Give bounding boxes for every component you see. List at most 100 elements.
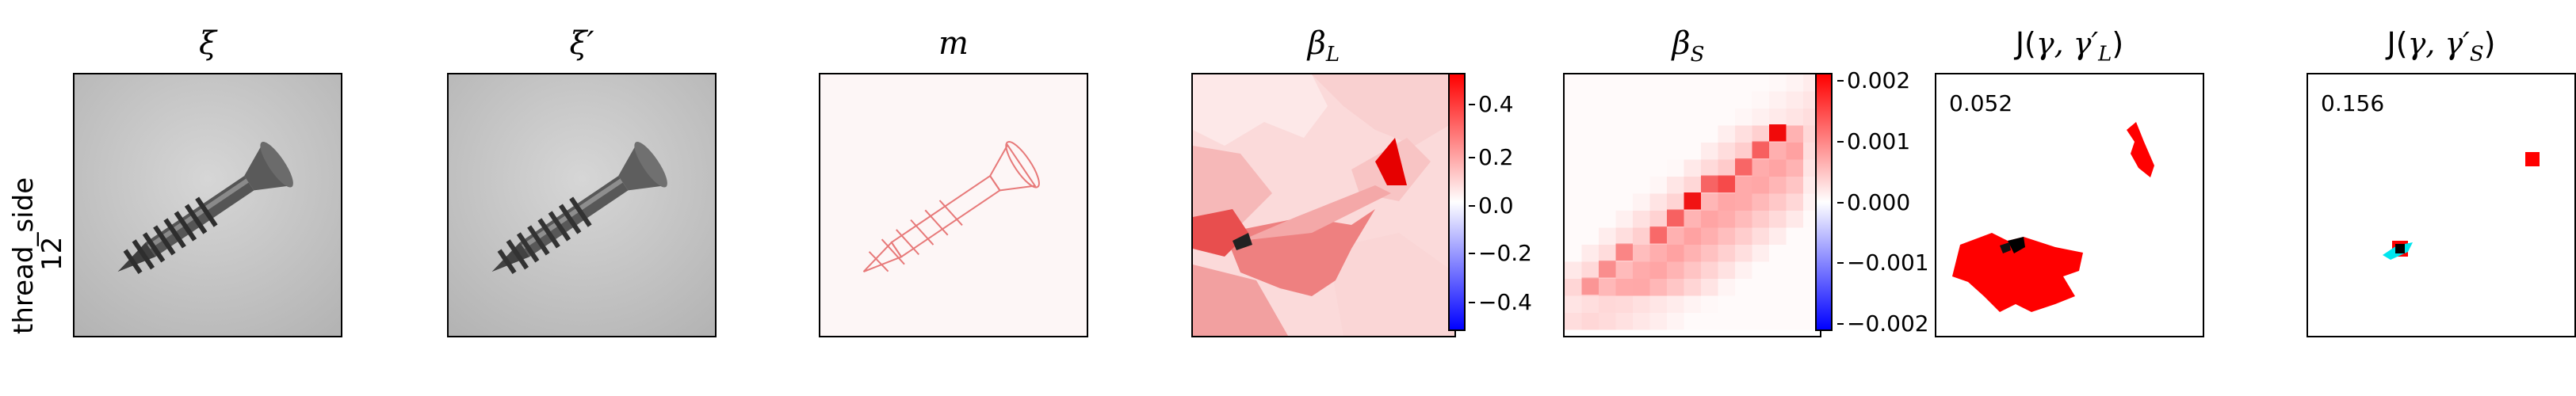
heatmap-cell (1599, 211, 1616, 228)
heatmap-cell (1769, 177, 1787, 194)
heatmap-cell (1667, 261, 1684, 279)
heatmap-cell (1581, 279, 1599, 296)
heatmap-cell (1616, 126, 1634, 143)
heatmap-cell (1787, 228, 1804, 246)
heatmap-cell (1633, 160, 1650, 177)
heatmap-cell (1650, 74, 1668, 92)
heatmap-cell (1650, 126, 1668, 143)
heatmap-cell (1701, 143, 1718, 160)
title-xi: ξ (198, 25, 217, 62)
heatmap-cell (1649, 227, 1667, 245)
heatmap-cell (1582, 143, 1599, 160)
heatmap-cell (1718, 193, 1735, 211)
heatmap-cell (1633, 295, 1650, 313)
heatmap-cell (1650, 143, 1668, 160)
row-label-line2: 12 (36, 236, 68, 271)
title-j-l: J(γ, γ′L) (2015, 26, 2124, 67)
heatmap-cell (1582, 177, 1599, 194)
heatmap-cell (1701, 159, 1718, 177)
heatmap-cell (1667, 92, 1684, 109)
heatmap-cell (1615, 227, 1633, 245)
heatmap-cell (1633, 126, 1650, 143)
heatmap-cell (1769, 211, 1787, 228)
heatmap-cell (1565, 194, 1582, 211)
heatmap-cell (1565, 295, 1582, 313)
heatmap-cell (1615, 279, 1633, 296)
title-beta-l: βL (1307, 25, 1340, 67)
heatmap-cell (1582, 92, 1599, 109)
heatmap-cell (1786, 159, 1803, 177)
heatmap-cell (1718, 159, 1735, 177)
heatmap-cell (1565, 177, 1582, 194)
heatmap-cell (1599, 74, 1616, 92)
heatmap-cell (1599, 92, 1616, 109)
heatmap-cell (1667, 295, 1684, 313)
cbar-l-tick: 0.2 (1469, 144, 1514, 170)
heatmap-cell (1718, 211, 1735, 228)
heatmap-cell (1718, 143, 1735, 160)
heatmap-cell (1735, 74, 1752, 92)
heatmap-cell (1565, 126, 1582, 143)
heatmap-cell (1718, 109, 1736, 126)
heatmap-cell (1786, 125, 1803, 143)
heatmap-cell (1701, 279, 1718, 296)
heatmap-cell (1615, 245, 1633, 262)
heatmap-cell (1667, 143, 1684, 160)
panel-mask (819, 73, 1088, 337)
heatmap-cell (1565, 279, 1582, 296)
score-j-s: 0.156 (2321, 90, 2385, 116)
heatmap-cell (1684, 295, 1701, 313)
heatmap-cell (1752, 279, 1770, 296)
heatmap-cell (1752, 109, 1769, 126)
heatmap-cell (1565, 261, 1582, 279)
heatmap-cell (1786, 193, 1803, 211)
heatmap-cell (1701, 92, 1718, 109)
heatmap-cell (1599, 143, 1616, 160)
heatmap-cell (1633, 109, 1650, 126)
heatmap-cell (1752, 92, 1770, 109)
row-label: thread_side 12 (0, 73, 68, 337)
cbar-s-tick: 0.001 (1836, 128, 1911, 154)
heatmap-cell (1735, 109, 1752, 126)
heatmap-cell (1735, 313, 1752, 330)
heatmap-cell (1582, 74, 1599, 92)
heatmap-cell (1599, 160, 1616, 177)
heatmap-cell (1684, 109, 1702, 126)
heatmap-cell (1718, 74, 1736, 92)
heatmap-cell (1769, 109, 1787, 126)
heatmap-cell (1582, 194, 1599, 211)
heatmap-cell (1633, 74, 1650, 92)
heatmap-cell (1667, 245, 1684, 262)
heatmap-cell (1684, 261, 1701, 279)
heatmap-hot-cell (1667, 209, 1684, 227)
heatmap-hot-cell (1649, 227, 1667, 244)
heatmap-cell (1752, 262, 1770, 280)
heatmap-cell (1701, 126, 1718, 143)
heatmap-cell (1599, 245, 1616, 262)
heatmap-cell (1599, 109, 1616, 126)
heatmap-cell (1649, 279, 1667, 296)
heatmap-cell (1616, 92, 1634, 109)
heatmap-cell (1649, 295, 1667, 313)
heatmap-cell (1581, 261, 1599, 279)
heatmap-cell (1752, 245, 1769, 262)
heatmap-hot-cell (1701, 175, 1718, 192)
heatmap-cell (1701, 74, 1718, 92)
heatmap-cell (1735, 177, 1752, 194)
heatmap-cell (1633, 245, 1650, 262)
heatmap-cell (1735, 227, 1752, 245)
heatmap-hot-cell (1581, 277, 1599, 295)
heatmap-cell (1701, 109, 1718, 126)
heatmap-cell (1769, 279, 1787, 296)
heatmap-cell (1599, 227, 1616, 245)
heatmap-cell (1735, 159, 1752, 177)
heatmap-cell (1787, 245, 1804, 262)
heatmap-cell (1718, 245, 1735, 262)
heatmap-cell (1565, 160, 1582, 177)
heatmap-cell (1735, 193, 1752, 211)
heatmap-cell (1633, 313, 1650, 330)
heatmap-cell (1582, 126, 1599, 143)
heatmap-cell (1615, 295, 1633, 313)
heatmap-cell (1667, 227, 1684, 245)
panel-beta-l (1191, 73, 1456, 337)
